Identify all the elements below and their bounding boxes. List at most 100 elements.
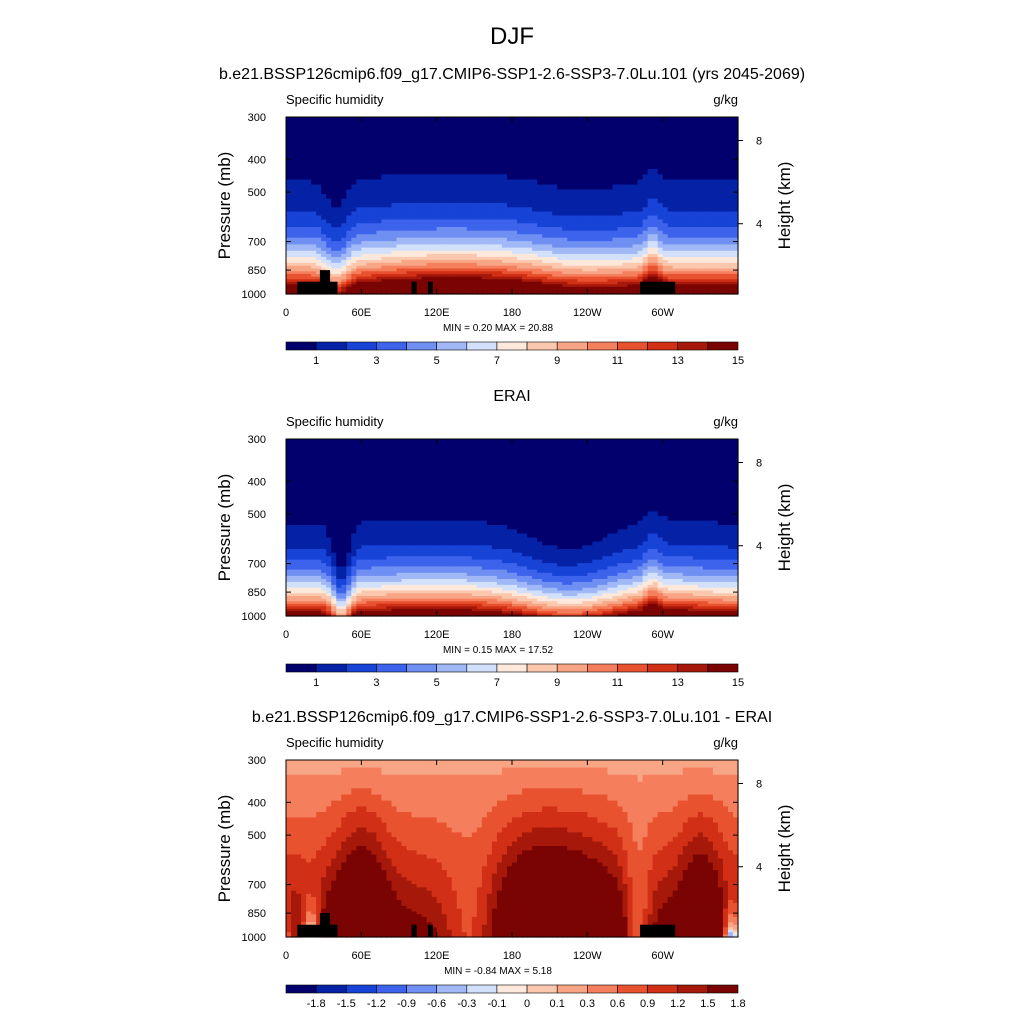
contour-cell: [346, 473, 352, 481]
contour-cell: [431, 168, 438, 175]
contour-cell: [567, 496, 573, 503]
contour-cell: [336, 268, 342, 272]
contour-cell: [396, 124, 403, 133]
contour-cell: [436, 241, 443, 245]
contour-cell: [552, 286, 558, 290]
contour-cell: [552, 446, 558, 455]
contour-cell: [602, 284, 609, 288]
contour-cell: [527, 151, 533, 159]
contour-cell: [647, 223, 654, 228]
contour-cell: [667, 473, 674, 481]
contour-cell: [722, 124, 729, 133]
contour-cell: [652, 131, 659, 140]
contour-cell: [607, 184, 614, 190]
contour-cell: [476, 439, 483, 448]
contour-cell: [627, 241, 634, 245]
contour-cell: [311, 439, 317, 448]
contour-cell: [441, 198, 448, 204]
contour-cell: [582, 262, 588, 267]
contour-cell: [712, 289, 719, 293]
contour-cell: [587, 284, 593, 288]
contour-cell: [426, 453, 433, 462]
contour-cell: [381, 163, 388, 170]
contour-cell: [436, 207, 443, 213]
contour-cell: [702, 124, 709, 133]
contour-cell: [486, 281, 493, 285]
contour-cell: [687, 211, 694, 217]
contour-cell: [512, 286, 518, 290]
contour-cell: [301, 244, 307, 249]
contour-cell: [687, 453, 694, 462]
contour-cell: [326, 194, 332, 200]
contour-cell: [722, 446, 729, 455]
contour-cell: [286, 223, 292, 228]
contour-cell: [712, 179, 719, 186]
contour-cell: [657, 276, 664, 280]
contour-cell: [537, 467, 543, 475]
x-tick-label: 0: [283, 307, 289, 319]
contour-cell: [301, 262, 307, 267]
contour-cell: [471, 207, 478, 213]
contour-cell: [366, 138, 372, 146]
contour-cell: [316, 151, 322, 159]
contour-cell: [642, 262, 649, 267]
contour-cell: [501, 501, 508, 508]
contour-cell: [582, 234, 588, 239]
contour-cell: [441, 230, 448, 235]
contour-cell: [486, 117, 493, 126]
contour-cell: [431, 284, 438, 288]
contour-cell: [491, 241, 498, 245]
contour-cell: [517, 501, 523, 508]
contour-cell: [401, 117, 408, 126]
contour-cell: [411, 194, 418, 200]
contour-cell: [326, 479, 332, 487]
contour-cell: [491, 124, 498, 133]
contour-cell: [426, 184, 433, 190]
contour-cell: [637, 241, 644, 245]
contour-cell: [622, 253, 629, 258]
contour-cell: [687, 179, 694, 186]
contour-cell: [527, 265, 533, 270]
contour-cell: [572, 250, 578, 255]
contour-cell: [336, 179, 342, 186]
contour-cell: [326, 256, 332, 261]
contour-cell: [346, 490, 352, 497]
contour-cell: [441, 117, 448, 126]
contour-cell: [537, 168, 543, 175]
contour-cell: [316, 439, 322, 448]
contour-cell: [587, 485, 593, 492]
contour-cell: [336, 138, 342, 146]
contour-cell: [326, 211, 332, 217]
contour-cell: [572, 262, 578, 267]
contour-cell: [597, 289, 603, 293]
contour-cell: [491, 253, 498, 258]
contour-cell: [501, 446, 508, 455]
contour-cell: [702, 168, 709, 175]
contour-cell: [537, 262, 543, 267]
contour-cell: [451, 189, 458, 195]
contour-cell: [712, 168, 719, 175]
contour-cell: [371, 485, 377, 492]
contour-cell: [597, 256, 603, 261]
contour-cell: [326, 460, 332, 468]
contour-cell: [401, 279, 408, 283]
contour-cell: [441, 446, 448, 455]
contour-cell: [652, 211, 659, 217]
contour-cell: [637, 211, 644, 217]
contour-cell: [517, 279, 523, 283]
contour-cell: [562, 117, 568, 126]
contour-cell: [406, 279, 413, 283]
contour-cell: [461, 446, 468, 455]
contour-cell: [722, 259, 729, 264]
contour-cell: [602, 157, 609, 165]
contour-cell: [687, 268, 694, 272]
contour-cell: [672, 453, 679, 462]
contour-cell: [542, 284, 548, 288]
contour-cell: [532, 174, 538, 181]
contour-cell: [416, 262, 423, 267]
contour-cell: [627, 131, 634, 140]
contour-cell: [451, 479, 458, 487]
contour-cell: [471, 157, 478, 165]
contour-cell: [522, 244, 528, 249]
contour-cell: [537, 479, 543, 487]
